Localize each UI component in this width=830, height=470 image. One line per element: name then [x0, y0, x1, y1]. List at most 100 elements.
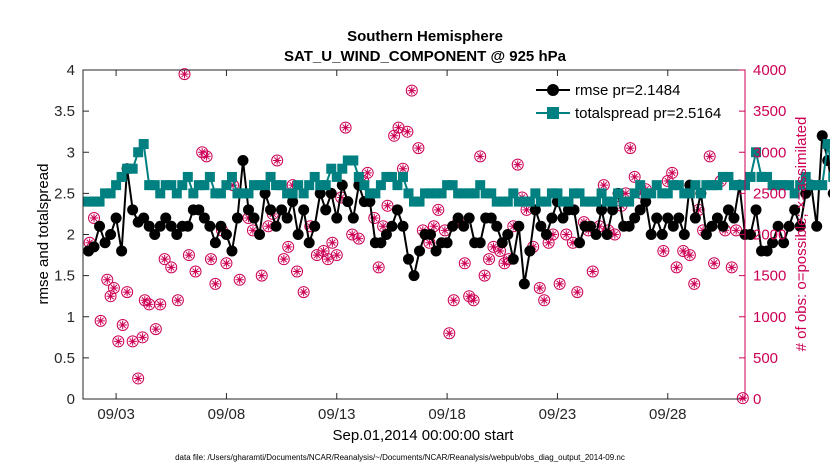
- obs-possible-circle: [401, 125, 414, 138]
- obs-possible-circle: [478, 269, 491, 282]
- totalspread-point: [287, 188, 298, 199]
- obs-possible-circle: [670, 261, 683, 274]
- totalspread-point: [453, 188, 464, 199]
- totalspread-point: [646, 188, 657, 199]
- totalspread-point: [309, 171, 320, 182]
- legend-box: [530, 76, 728, 124]
- rmse-point: [397, 220, 409, 232]
- obs-marker: [372, 261, 385, 274]
- rmse-point: [772, 220, 784, 232]
- rmse-point: [314, 187, 326, 199]
- totalspread-point: [315, 180, 326, 191]
- y-tick-right-label: 3500: [753, 103, 786, 120]
- totalspread-point: [337, 163, 348, 174]
- obs-marker: [463, 290, 476, 303]
- totalspread-point: [789, 188, 800, 199]
- rmse-point: [165, 220, 177, 232]
- totalspread-point: [249, 180, 260, 191]
- obs-marker: [171, 294, 184, 307]
- obs-marker: [182, 249, 195, 262]
- obs-possible-circle: [533, 281, 546, 294]
- totalspread-point: [673, 180, 684, 191]
- obs-assimilated-asterisk: [738, 393, 747, 403]
- y-axis-label: rmse and totalspread: [35, 164, 52, 305]
- obs-marker: [511, 158, 524, 171]
- rmse-point: [414, 245, 426, 257]
- totalspread-point: [364, 188, 375, 199]
- totalspread-point: [243, 188, 254, 199]
- y-tick-label: 3.5: [54, 103, 75, 120]
- rmse-point: [254, 229, 266, 240]
- obs-possible-circle: [463, 290, 476, 303]
- totalspread-point: [508, 188, 519, 199]
- obs-marker: [204, 253, 217, 266]
- obs-assimilated-asterisk: [89, 213, 99, 223]
- rmse-point: [778, 237, 790, 249]
- obs-marker: [447, 294, 460, 307]
- obs-assimilated-asterisk: [595, 222, 604, 231]
- rmse-point: [281, 212, 293, 224]
- obs-assimilated-asterisk: [626, 143, 635, 153]
- obs-marker: [165, 261, 178, 274]
- rmse-point: [88, 241, 100, 253]
- totalspread-point: [568, 188, 579, 199]
- obs-marker: [154, 298, 167, 311]
- rmse-point: [259, 187, 271, 199]
- rmse-point: [171, 229, 183, 240]
- obs-assimilated-asterisk: [173, 296, 183, 305]
- rmse-point: [667, 220, 679, 232]
- obs-assimilated-asterisk: [599, 180, 608, 190]
- totalspread-point: [254, 180, 265, 191]
- rmse-point: [783, 220, 795, 232]
- rmse-point: [585, 220, 597, 232]
- totalspread-point: [695, 188, 706, 199]
- rmse-point: [651, 212, 663, 224]
- obs-assimilated-asterisk: [341, 123, 350, 132]
- totalspread-point: [122, 163, 133, 174]
- obs-marker: [121, 286, 134, 299]
- obs-assimilated-asterisk: [407, 86, 416, 95]
- obs-assimilated-asterisk: [140, 296, 149, 305]
- totalspread-point: [431, 188, 442, 199]
- totalspread-point: [425, 188, 436, 199]
- obs-possible-circle: [126, 335, 139, 348]
- chart-title: Southern Hemisphere: [347, 28, 503, 45]
- obs-marker: [443, 327, 456, 340]
- totalspread-point: [629, 188, 640, 199]
- rmse-point: [402, 253, 414, 265]
- obs-assimilated-asterisk: [403, 127, 412, 136]
- obs-possible-circle: [447, 294, 460, 307]
- x-axis-label: Sep.01,2014 00:00:00 start: [333, 427, 515, 444]
- totalspread-point: [767, 180, 778, 191]
- obs-assimilated-asterisk: [133, 374, 143, 383]
- rmse-point: [237, 154, 249, 166]
- obs-possible-circle: [443, 327, 456, 340]
- legend-totalspread-label: totalspread pr=2.5164: [575, 105, 721, 122]
- totalspread-point: [386, 171, 397, 182]
- obs-possible-circle: [132, 372, 145, 385]
- obs-marker: [189, 265, 202, 278]
- obs-marker: [209, 277, 222, 290]
- rmse-point: [99, 237, 111, 249]
- rmse-point: [193, 204, 205, 216]
- totalspread-point: [226, 171, 237, 182]
- totalspread-point: [409, 196, 419, 207]
- totalspread-point: [800, 171, 811, 182]
- rmse-point: [298, 204, 310, 216]
- obs-possible-circle: [138, 294, 151, 307]
- obs-marker: [112, 335, 125, 348]
- totalspread-point: [414, 196, 425, 207]
- obs-possible-circle: [116, 318, 129, 331]
- obs-assimilated-asterisk: [398, 164, 408, 173]
- totalspread-point: [668, 180, 679, 191]
- obs-assimilated-asterisk: [573, 287, 582, 297]
- obs-possible-circle: [200, 150, 213, 163]
- obs-assimilated-asterisk: [548, 230, 558, 239]
- obs-possible-circle: [483, 253, 496, 266]
- rmse-point: [105, 229, 117, 240]
- y-tick-right-label: 0: [753, 391, 761, 408]
- obs-marker: [196, 146, 209, 159]
- totalspread-point: [497, 196, 508, 207]
- obs-marker: [321, 253, 334, 266]
